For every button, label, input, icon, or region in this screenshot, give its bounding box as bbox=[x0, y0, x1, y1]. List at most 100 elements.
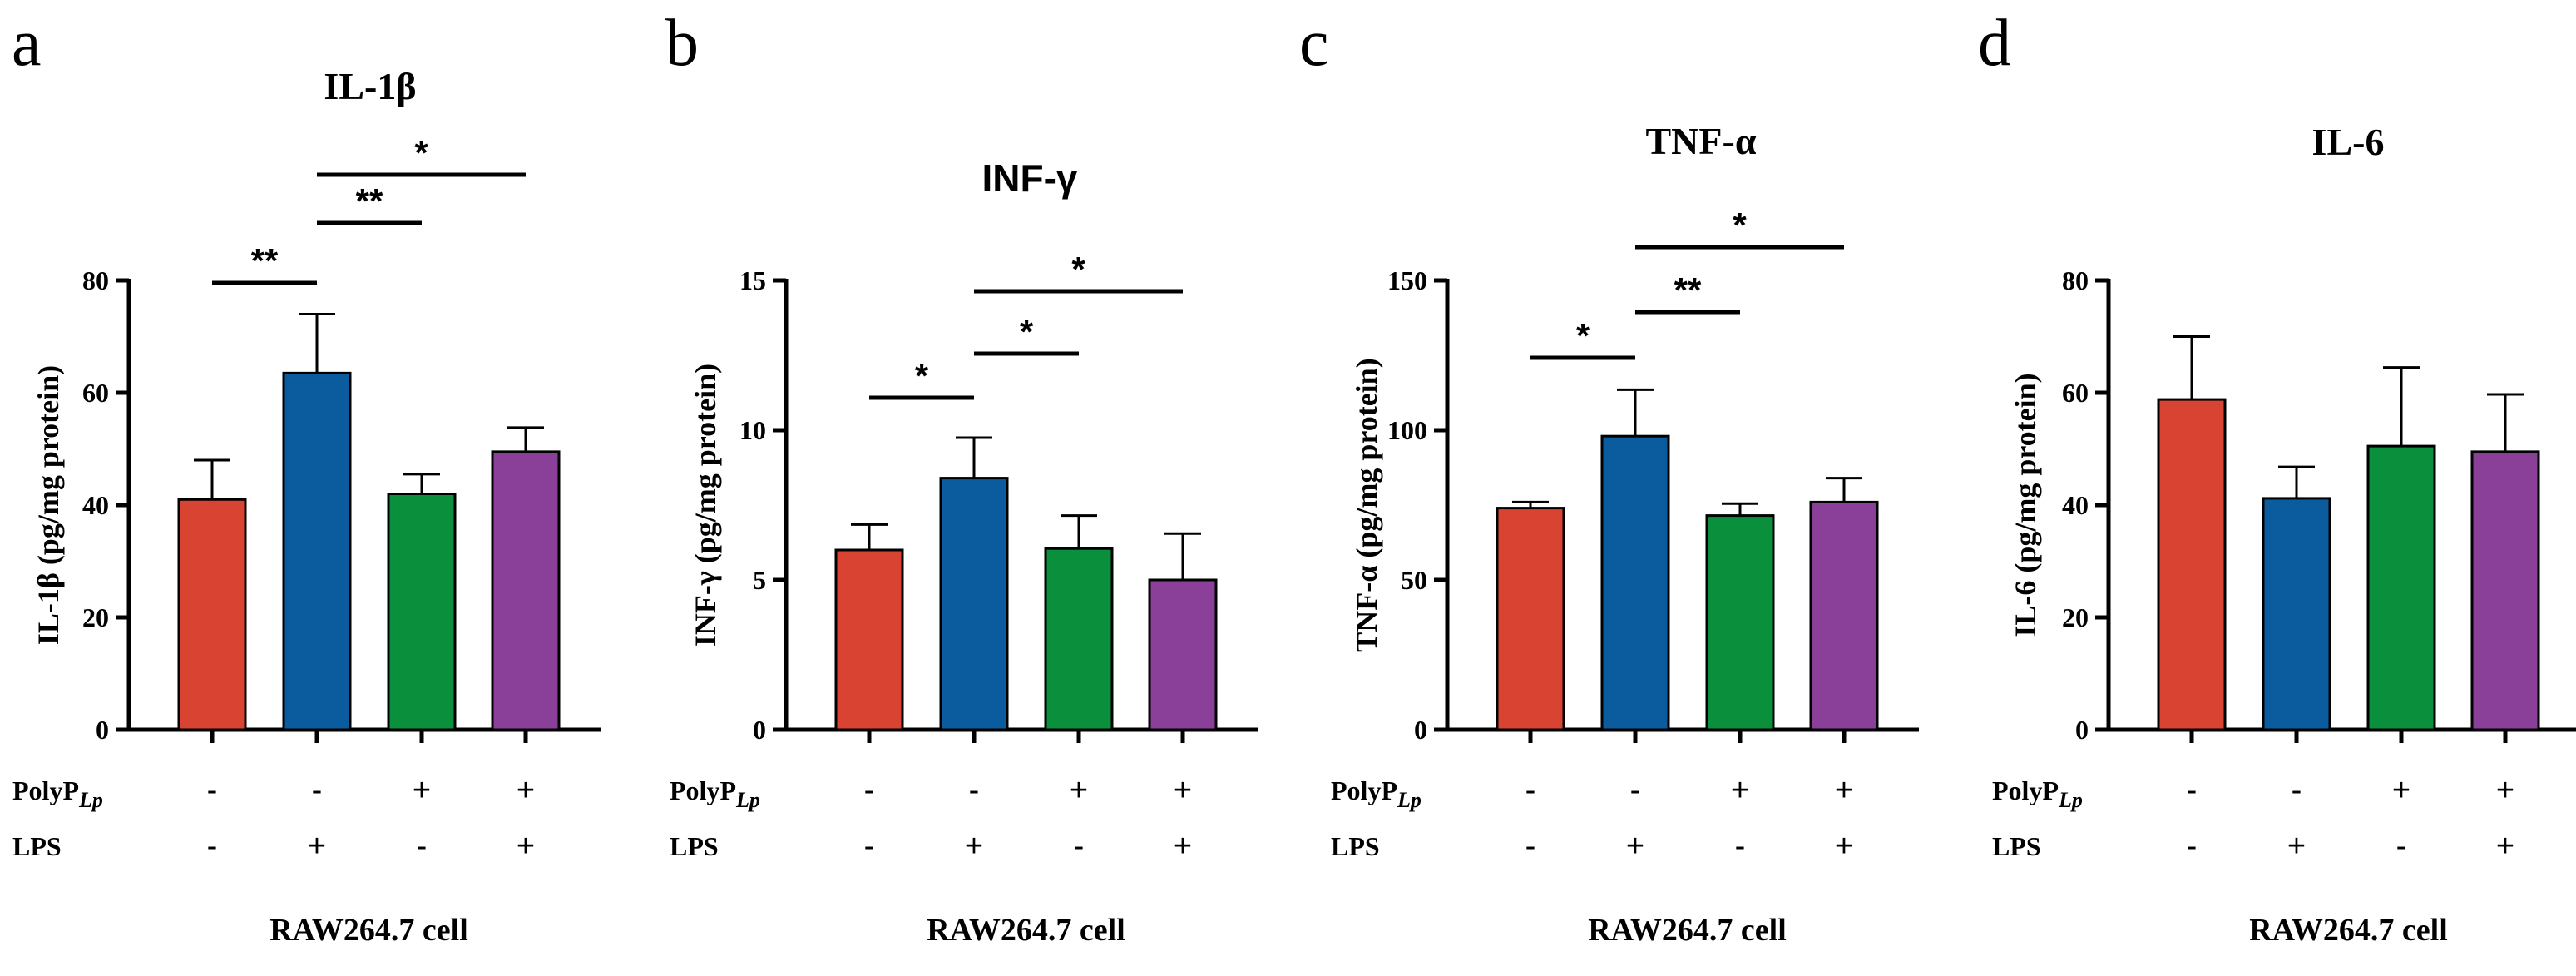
lps-sign-3: - bbox=[417, 829, 428, 864]
polyp-row-label: PolyPLp bbox=[670, 775, 760, 812]
lps-sign-3: - bbox=[1074, 829, 1085, 864]
polyp-row-label: PolyPLp bbox=[1992, 775, 2083, 812]
lps-row-label: LPS bbox=[1331, 831, 1380, 861]
y-tick-label: 0 bbox=[1414, 715, 1427, 745]
chart-panel-a: a IL-1β IL-1β (pg/mg protein) 0 20 40 60 80 - - - +… bbox=[12, 7, 601, 948]
y-tick-label: 20 bbox=[82, 602, 109, 632]
lps-sign-1: - bbox=[864, 829, 875, 864]
y-tick-label: 20 bbox=[2062, 602, 2089, 632]
significance-label: * bbox=[414, 133, 428, 172]
y-axis-label: IL-6 (pg/mg protein) bbox=[2009, 373, 2042, 637]
polyp-sign-2: - bbox=[2292, 773, 2302, 808]
y-tick-label: 60 bbox=[82, 378, 109, 408]
panel-letter: a bbox=[12, 7, 42, 80]
polyp-sign-1: - bbox=[2187, 773, 2198, 808]
polyp-row-label: PolyPLp bbox=[12, 775, 103, 812]
bar-2 bbox=[1600, 434, 1670, 731]
y-tick-label: 15 bbox=[739, 265, 766, 295]
polyp-row-label: PolyPLp bbox=[1331, 775, 1421, 812]
y-axis-label: IL-1β (pg/mg protein) bbox=[32, 365, 65, 645]
y-tick-label: 40 bbox=[82, 490, 109, 520]
y-tick-label: 80 bbox=[82, 265, 109, 295]
y-tick-label: 80 bbox=[2062, 265, 2089, 295]
polyp-sign-1: - bbox=[864, 773, 875, 808]
lps-sign-1: - bbox=[2187, 829, 2198, 864]
y-tick-label: 10 bbox=[739, 415, 766, 445]
lps-sign-3: - bbox=[2396, 829, 2407, 864]
polyp-sign-3: + bbox=[2392, 773, 2410, 808]
polyp-sign-1: - bbox=[1525, 773, 1536, 808]
y-tick-label: 150 bbox=[1387, 265, 1427, 295]
lps-sign-2: + bbox=[308, 829, 326, 864]
bar-3 bbox=[1705, 514, 1775, 731]
lps-sign-2: + bbox=[965, 829, 983, 864]
bar-3 bbox=[1044, 547, 1114, 731]
bar-4 bbox=[1148, 578, 1218, 731]
bar-1 bbox=[177, 498, 247, 731]
bar-4 bbox=[491, 450, 561, 731]
bar-3 bbox=[2366, 444, 2436, 731]
y-tick-label: 60 bbox=[2062, 378, 2089, 408]
lps-sign-4: + bbox=[1174, 829, 1192, 864]
polyp-sign-4: + bbox=[1835, 773, 1853, 808]
chart-panel-b: b INF-γ INF-γ (pg/mg protein) 0 5 10 15 - - - + + - +… bbox=[665, 7, 1258, 948]
significance-label: ** bbox=[356, 181, 383, 220]
chart-panel-d: d IL-6 IL-6 (pg/mg protein) 0 20 40 60 80 - - - + + -… bbox=[1978, 7, 2576, 948]
chart-title: TNF-α bbox=[1646, 120, 1757, 162]
bar-4 bbox=[2470, 450, 2540, 731]
polyp-sign-3: + bbox=[1731, 773, 1749, 808]
bar-1 bbox=[2157, 398, 2227, 731]
y-tick-label: 0 bbox=[753, 715, 766, 745]
significance-label: ** bbox=[251, 241, 279, 280]
y-tick-label: 40 bbox=[2062, 490, 2089, 520]
significance-label: * bbox=[915, 356, 929, 395]
bar-1 bbox=[1496, 507, 1565, 731]
lps-row-label: LPS bbox=[670, 831, 719, 861]
polyp-sign-1: - bbox=[207, 773, 218, 808]
chart-title: IL-6 bbox=[2312, 121, 2385, 163]
panel-letter: d bbox=[1978, 7, 2011, 80]
chart-panel-c: c TNF-α TNF-α (pg/mg protein) 0 50 100 150 - - - +… bbox=[1299, 7, 1919, 948]
polyp-sign-4: + bbox=[517, 773, 535, 808]
panel-letter: c bbox=[1299, 7, 1329, 80]
significance-label: * bbox=[1020, 312, 1034, 351]
lps-sign-3: - bbox=[1735, 829, 1746, 864]
y-axis-label: INF-γ (pg/mg protein) bbox=[689, 364, 722, 647]
chart-title: INF-γ bbox=[982, 156, 1078, 200]
bar-2 bbox=[282, 371, 352, 731]
lps-sign-1: - bbox=[1525, 829, 1536, 864]
y-tick-label: 0 bbox=[2075, 715, 2089, 745]
polyp-sign-3: + bbox=[413, 773, 431, 808]
bar-4 bbox=[1809, 500, 1879, 731]
y-tick-label: 5 bbox=[753, 565, 766, 595]
polyp-sign-2: - bbox=[969, 773, 980, 808]
y-axis-label: TNF-α (pg/mg protein) bbox=[1350, 358, 1383, 651]
polyp-sign-3: + bbox=[1070, 773, 1088, 808]
x-axis-group-label: RAW264.7 cell bbox=[927, 913, 1125, 948]
lps-row-label: LPS bbox=[1992, 831, 2041, 861]
bar-1 bbox=[834, 548, 904, 731]
y-tick-label: 50 bbox=[1401, 565, 1427, 595]
chart-title: IL-1β bbox=[324, 65, 416, 107]
lps-sign-2: + bbox=[2287, 829, 2306, 864]
x-axis-group-label: RAW264.7 cell bbox=[269, 913, 468, 948]
lps-sign-4: + bbox=[2496, 829, 2514, 864]
lps-row-label: LPS bbox=[12, 831, 62, 861]
polyp-sign-2: - bbox=[1630, 773, 1641, 808]
bar-3 bbox=[387, 493, 457, 731]
panel-letter: b bbox=[665, 7, 699, 80]
lps-sign-4: + bbox=[1835, 829, 1853, 864]
significance-label: * bbox=[1733, 206, 1747, 245]
x-axis-group-label: RAW264.7 cell bbox=[2249, 913, 2448, 948]
polyp-sign-2: - bbox=[312, 773, 323, 808]
lps-sign-4: + bbox=[517, 829, 535, 864]
lps-sign-2: + bbox=[1626, 829, 1644, 864]
y-tick-label: 100 bbox=[1387, 415, 1427, 445]
y-tick-label: 0 bbox=[96, 715, 109, 745]
polyp-sign-4: + bbox=[1174, 773, 1192, 808]
bar-2 bbox=[2262, 497, 2331, 731]
x-axis-group-label: RAW264.7 cell bbox=[1588, 913, 1787, 948]
significance-label: ** bbox=[1674, 270, 1702, 310]
significance-label: * bbox=[1576, 316, 1590, 355]
